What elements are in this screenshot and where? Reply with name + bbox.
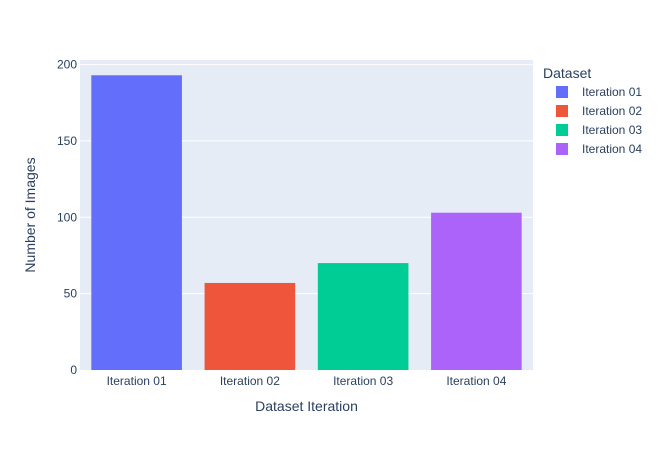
legend-title: Dataset [543, 65, 591, 81]
x-tick-label: Iteration 02 [220, 374, 280, 388]
bar-4[interactable] [431, 212, 522, 370]
y-tick-label: 150 [57, 134, 77, 148]
legend-label-2[interactable]: Iteration 02 [582, 104, 642, 118]
x-tick-label: Iteration 04 [446, 374, 506, 388]
y-axis-ticks: 0 50 100 150 200 [57, 58, 77, 377]
legend-label-3[interactable]: Iteration 03 [582, 123, 642, 137]
x-tick-label: Iteration 01 [107, 374, 167, 388]
legend-swatch-1[interactable] [556, 86, 568, 98]
legend-swatch-4[interactable] [556, 143, 568, 155]
bar-2[interactable] [204, 282, 296, 370]
bar-3[interactable] [317, 263, 409, 370]
legend-swatch-3[interactable] [556, 124, 568, 136]
legend-label-1[interactable]: Iteration 01 [582, 85, 642, 99]
legend-label-4[interactable]: Iteration 04 [582, 142, 642, 156]
legend-swatch-2[interactable] [556, 105, 568, 117]
bar-1[interactable] [91, 75, 182, 370]
x-tick-label: Iteration 03 [333, 374, 393, 388]
legend: Dataset Iteration 01 Iteration 02 Iteratio… [543, 65, 642, 156]
y-tick-label: 0 [70, 363, 77, 377]
y-tick-label: 200 [57, 58, 77, 72]
y-tick-label: 50 [64, 287, 78, 301]
y-axis-title: Number of Images [22, 157, 38, 272]
y-tick-label: 100 [57, 210, 77, 224]
bars [91, 75, 522, 370]
x-axis-ticks: Iteration 01 Iteration 02 Iteration 03 Iter… [107, 374, 507, 388]
x-axis-title: Dataset Iteration [255, 398, 358, 414]
